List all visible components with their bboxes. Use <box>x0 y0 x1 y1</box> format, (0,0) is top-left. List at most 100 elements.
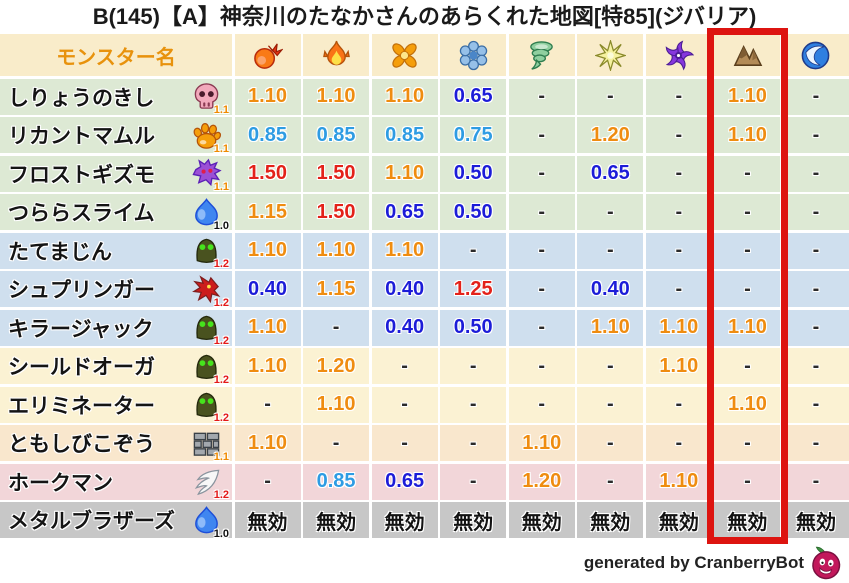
resistance-cell: - <box>440 463 507 500</box>
resistance-cell: - <box>371 348 438 384</box>
resistance-cell: 無効 <box>645 502 712 538</box>
resistance-cell: - <box>645 271 712 307</box>
resistance-value: 1.10 <box>316 239 356 261</box>
monster-name-cell: ともしびこぞう 1.1 <box>0 425 232 463</box>
resistance-value: - <box>401 431 408 454</box>
rate-badge: 1.2 <box>213 373 229 386</box>
table-row: しりょうのきし 1.1 1.10 1.10 1.10 0.65 - - - 1.10 - <box>0 78 849 116</box>
resistance-value: 1.10 <box>385 162 425 184</box>
table-row: つららスライム 1.0 1.15 1.50 0.65 0.50 - - - - - <box>0 194 849 232</box>
resistance-value: 1.10 <box>659 354 699 377</box>
monster-name: フロストギズモ <box>8 163 155 187</box>
resistance-value: - <box>675 162 683 184</box>
resistance-value: - <box>401 354 408 377</box>
resistance-cell: 0.40 <box>371 271 438 307</box>
column-header-pinwheel-icon <box>645 34 712 76</box>
monster-name-cell: つららスライム 1.0 <box>0 194 232 232</box>
resistance-cell: 0.65 <box>371 194 438 230</box>
resistance-value: - <box>538 354 546 377</box>
resistance-cell: 1.25 <box>440 271 507 307</box>
resistance-cell: 1.10 <box>234 425 301 461</box>
resistance-cell: - <box>782 194 849 230</box>
resistance-cell: - <box>440 425 507 461</box>
table-row: フロストギズモ 1.1 1.50 1.50 1.10 0.50 - 0.65 - - - <box>0 155 849 193</box>
resistance-value: - <box>264 470 271 492</box>
resistance-value: 1.10 <box>727 85 767 107</box>
resistance-cell: 1.10 <box>371 78 438 115</box>
resistance-cell: 1.10 <box>234 348 301 384</box>
resistance-cell: 1.20 <box>508 463 575 500</box>
resistance-cell: - <box>577 386 644 423</box>
resistance-value: - <box>606 470 614 492</box>
resistance-cell: - <box>508 194 575 230</box>
resistance-value: 1.50 <box>316 162 356 184</box>
resistance-value: - <box>675 123 683 146</box>
slime-icon: 1.0 <box>191 197 229 232</box>
resistance-value: 0.50 <box>453 200 493 223</box>
resistance-cell: - <box>440 386 507 423</box>
table-row: シールドオーガ 1.2 1.10 1.20 - - - - 1.10 - - <box>0 348 849 386</box>
resistance-cell: 1.10 <box>645 463 712 500</box>
resistance-value: 1.10 <box>248 85 287 107</box>
resistance-cell: - <box>577 463 644 500</box>
resistance-value: - <box>538 393 546 415</box>
resistance-cell: - <box>645 78 712 115</box>
resistance-value: - <box>812 393 820 415</box>
resistance-value: - <box>538 123 546 146</box>
resistance-cell: - <box>508 348 575 384</box>
resistance-value: - <box>606 239 614 261</box>
resistance-value: - <box>469 393 477 415</box>
resistance-cell: - <box>714 463 781 500</box>
table-row: リカントマムル 1.1 0.85 0.85 0.85 0.75 - 1.20 - 1.10 - <box>0 117 849 155</box>
resistance-value: - <box>332 316 340 338</box>
resistance-value: - <box>812 316 820 338</box>
resistance-cell: - <box>645 117 712 153</box>
resistance-value: - <box>744 354 751 377</box>
resistance-cell: 0.40 <box>234 271 301 307</box>
resistance-value: 無効 <box>658 511 699 534</box>
resistance-value: - <box>744 200 751 223</box>
resistance-cell: - <box>508 155 575 192</box>
rate-badge: 1.0 <box>213 219 229 232</box>
resistance-value: - <box>812 85 820 107</box>
resistance-value: 0.40 <box>385 316 425 338</box>
rate-badge: 1.1 <box>213 142 229 155</box>
resistance-value: 0.40 <box>248 277 287 300</box>
column-header-burst-icon <box>371 34 438 76</box>
dome-icon: 1.2 <box>191 351 229 386</box>
table-header-row: モンスター名 <box>0 34 849 76</box>
resistance-cell: - <box>234 386 301 423</box>
resistance-cell: 1.10 <box>508 425 575 461</box>
resistance-value: - <box>606 200 614 223</box>
monster-name-cell: ホークマン 1.2 <box>0 463 232 501</box>
resistance-value: - <box>812 162 820 184</box>
resistance-value: - <box>812 277 820 300</box>
resistance-value: - <box>538 239 546 261</box>
resistance-value: 1.10 <box>385 85 425 107</box>
resistance-cell: 0.65 <box>577 155 644 192</box>
resistance-value: - <box>606 354 614 377</box>
monster-name: つららスライム <box>8 202 155 225</box>
resistance-cell: 1.50 <box>303 155 370 192</box>
resistance-cell: - <box>508 232 575 269</box>
resistance-value: - <box>469 431 477 454</box>
resistance-cell: 0.85 <box>303 117 370 153</box>
resistance-value: 0.65 <box>385 470 425 492</box>
resistance-cell: 無効 <box>508 502 575 538</box>
resistance-cell: 0.85 <box>303 463 370 500</box>
resistance-value: - <box>744 239 751 261</box>
resistance-cell: 1.20 <box>303 348 370 384</box>
resistance-value: - <box>675 277 683 300</box>
resistance-value: 1.10 <box>316 85 356 107</box>
resistance-value: 1.10 <box>248 354 287 377</box>
resistance-cell: 0.65 <box>371 463 438 500</box>
resistance-value: 1.10 <box>590 316 630 338</box>
resistance-cell: - <box>577 78 644 115</box>
paw-icon: 1.1 <box>191 120 229 155</box>
resistance-cell: 0.50 <box>440 155 507 192</box>
resistance-cell: - <box>645 386 712 423</box>
tornado-icon <box>526 40 557 71</box>
resistance-value: - <box>538 277 546 300</box>
resistance-cell: - <box>782 155 849 192</box>
resistance-cell: - <box>371 425 438 461</box>
